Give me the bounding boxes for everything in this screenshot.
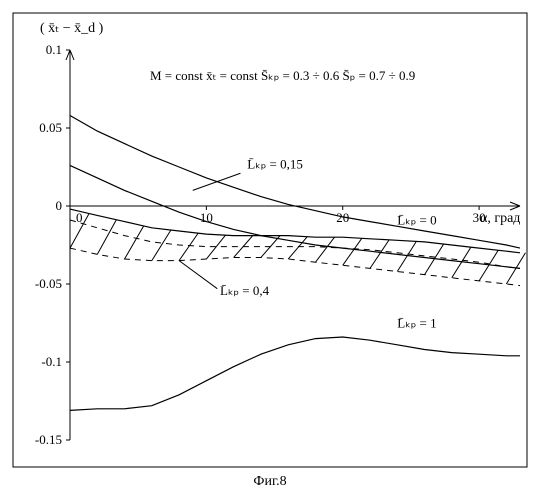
- y-tick-label: -0.05: [35, 276, 62, 291]
- curve-L04_lower: [70, 248, 520, 286]
- curve-L015_upper: [70, 116, 520, 249]
- chart-svg: ( x̄ₜ − x̄_d ) M = const x̄ₜ = const S̄ₖₚ…: [10, 10, 530, 470]
- hatch-line: [125, 226, 144, 259]
- y-tick-label: 0.05: [39, 120, 62, 135]
- leader-L04: [179, 261, 217, 289]
- annotation-L04: L̄ₖₚ = 0,4: [220, 283, 270, 298]
- hatch-line: [152, 230, 171, 261]
- curve-L1_line: [70, 337, 520, 410]
- annotation-L0: L̄ₖₚ = 0: [397, 213, 436, 228]
- annotation-L015: L̄ₖₚ = 0,15: [247, 157, 303, 172]
- hatch-line: [288, 237, 307, 259]
- y-axis-title: ( x̄ₜ − x̄_d ): [40, 21, 104, 36]
- chart-header: M = const x̄ₜ = const S̄ₖₚ = 0.3 ÷ 0.6 S…: [150, 68, 415, 83]
- y-tick-label: 0: [56, 198, 63, 213]
- curve-L015_lower: [70, 165, 520, 268]
- hatch-line: [343, 238, 362, 265]
- annotation-L1: L̄ₖₚ = 1: [397, 316, 436, 331]
- hatch-line: [370, 240, 389, 269]
- figure-caption: Фиг.8: [10, 474, 530, 490]
- curve-L0_line: [70, 209, 520, 253]
- chart-container: ( x̄ₜ − x̄_d ) M = const x̄ₜ = const S̄ₖₚ…: [10, 10, 530, 490]
- hatch-line: [315, 237, 334, 262]
- y-tick-label: -0.15: [35, 432, 62, 447]
- y-tick-label: 0.1: [46, 42, 62, 57]
- hatch-line: [206, 235, 225, 259]
- y-tick-label: -0.1: [41, 354, 62, 369]
- x-axis-title: α, град: [480, 211, 520, 226]
- hatch-line: [97, 220, 116, 255]
- hatch-line: [179, 233, 198, 260]
